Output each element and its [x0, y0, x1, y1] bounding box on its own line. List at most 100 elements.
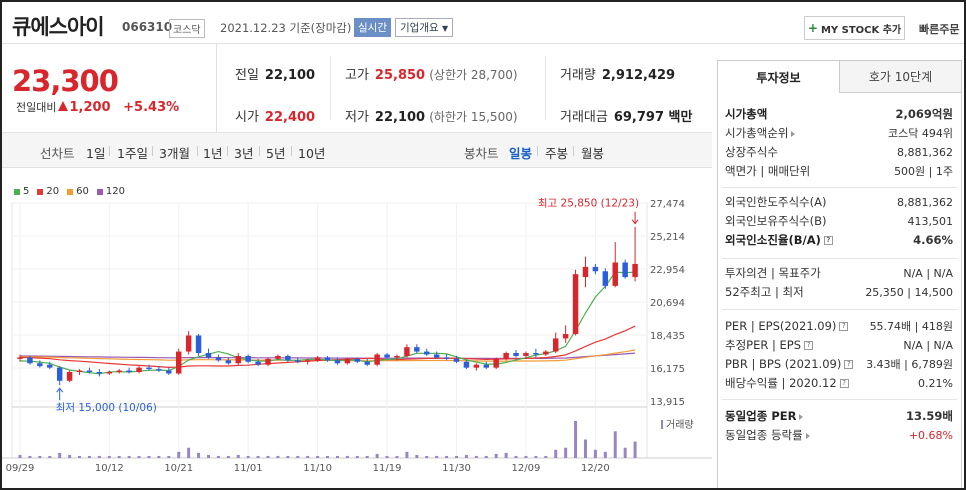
- volume-bar: [38, 455, 42, 458]
- tab-quote-10[interactable]: 호가 10단계: [840, 61, 961, 93]
- volume-bar: [266, 455, 270, 458]
- candle-body: [304, 360, 311, 362]
- help-icon[interactable]: ?: [844, 360, 854, 369]
- high-arrowhead-icon: [631, 219, 639, 225]
- period-3m[interactable]: 3개월: [159, 146, 190, 161]
- candle-body: [195, 335, 202, 354]
- volume-bar: [593, 449, 597, 458]
- volume-bar: [544, 455, 548, 458]
- info-row: 상장주식수 8,881,362: [725, 143, 953, 161]
- arrow-right-icon: [805, 432, 810, 439]
- add-mystock-label: MY STOCK 추가: [820, 24, 902, 36]
- candle-body: [215, 357, 222, 361]
- divider: [291, 146, 292, 156]
- candle-body: [443, 357, 450, 359]
- volume-bar: [117, 455, 121, 458]
- candle-body: [513, 353, 519, 356]
- volume-bar: [435, 455, 439, 458]
- candle-body: [225, 360, 232, 364]
- info-value: 3.43배 | 6,789원: [866, 358, 953, 371]
- upper-limit: (상한가 28,700): [429, 68, 518, 82]
- company-name[interactable]: 큐에스아이: [12, 15, 105, 39]
- candle-body: [56, 367, 63, 381]
- candle-body: [632, 263, 638, 278]
- stat-value: 22,400: [264, 110, 316, 125]
- help-icon[interactable]: ?: [823, 236, 833, 245]
- period-10y[interactable]: 10년: [298, 146, 326, 161]
- candle-body: [285, 355, 291, 361]
- period-1y[interactable]: 1년: [203, 146, 223, 161]
- info-row: 시가총액순위 코스닥 494위: [725, 124, 953, 142]
- period-1w[interactable]: 1주일: [117, 146, 148, 161]
- period-1d[interactable]: 1일: [86, 146, 106, 161]
- volume-legend-swatch: [661, 420, 663, 429]
- legend-ma20: 20: [37, 186, 59, 197]
- info-label[interactable]: 시가총액순위: [725, 125, 796, 141]
- volume-bar: [524, 455, 528, 458]
- tab-invest-info[interactable]: 투자정보: [718, 61, 840, 93]
- volume-bar: [345, 455, 349, 458]
- info-label[interactable]: 동일업종 PER: [725, 408, 804, 424]
- volume-bar: [335, 455, 339, 458]
- volume-bar: [127, 455, 131, 458]
- candle-body: [76, 370, 83, 373]
- info-value: N/A | N/A: [903, 266, 953, 280]
- info-label[interactable]: 외국인소진율(B/A)?: [725, 232, 833, 248]
- candle-body: [384, 354, 390, 358]
- info-label[interactable]: 추정PER | EPS?: [725, 337, 814, 353]
- info-row: 동일업종 등락률 +0.68%: [725, 426, 953, 444]
- stock-header: 큐에스아이 066310 코스닥 2021.12.23 기준(장마감) 실시간 …: [2, 2, 964, 44]
- candle-monthly[interactable]: 월봉: [581, 146, 605, 161]
- change-value: 1,200: [69, 100, 111, 115]
- info-label[interactable]: 배당수익률 | 2020.12?: [725, 375, 849, 391]
- info-value: 0.21%: [918, 376, 953, 390]
- add-mystock-button[interactable]: + MY STOCK 추가: [804, 16, 905, 40]
- period-3y[interactable]: 3년: [234, 146, 254, 161]
- quick-order-link[interactable]: 빠른주문: [919, 23, 960, 36]
- stat-value: 22,100: [374, 110, 426, 125]
- stat-open: 시가 22,400: [235, 106, 315, 125]
- volume-bar: [534, 455, 538, 458]
- candle-body: [27, 357, 33, 364]
- info-value: 413,501: [907, 214, 954, 228]
- realtime-button[interactable]: 실시간: [354, 18, 391, 37]
- info-label[interactable]: PER | EPS(2021.09)?: [725, 319, 849, 333]
- lower-limit: (하한가 15,500): [429, 110, 518, 124]
- y-tick-label: 16,175: [650, 364, 685, 375]
- candle-body: [622, 262, 628, 278]
- info-row: 외국인소진율(B/A)? 4.66%: [725, 231, 953, 249]
- volume-bar: [157, 455, 161, 458]
- x-tick-label: 11/10: [303, 463, 332, 474]
- candle-daily[interactable]: 일봉: [509, 146, 533, 161]
- volume-bar: [316, 455, 320, 458]
- candle-body: [612, 262, 618, 286]
- volume-bar: [167, 455, 171, 458]
- volume-bar: [58, 452, 62, 458]
- x-tick-label: 10/21: [164, 463, 193, 474]
- period-5y[interactable]: 5년: [266, 146, 286, 161]
- low-arrowhead-icon: [56, 387, 64, 393]
- volume-bar: [474, 455, 478, 458]
- x-tick-label: 09/29: [6, 463, 35, 474]
- volume-bar: [187, 447, 191, 458]
- divider: [227, 146, 228, 156]
- help-icon[interactable]: ?: [839, 379, 849, 388]
- info-label[interactable]: 동일업종 등락률: [725, 427, 810, 443]
- stat-label: 시가: [235, 110, 259, 125]
- candle-body: [483, 364, 489, 368]
- info-label[interactable]: PBR | BPS (2021.09)?: [725, 357, 854, 371]
- stat-label: 전일: [235, 68, 259, 83]
- y-tick-label: 25,214: [650, 232, 685, 243]
- company-info-dropdown[interactable]: 기업개요 ▼: [395, 18, 454, 37]
- candle-body: [533, 353, 539, 355]
- help-icon[interactable]: ?: [839, 322, 849, 331]
- stock-chart[interactable]: 5 20 60 120 09/29 10/12 10/21 11/01 11/10 11/…: [2, 168, 712, 488]
- volume-bar: [455, 455, 459, 458]
- help-icon[interactable]: ?: [804, 341, 814, 350]
- candle-weekly[interactable]: 주봉: [545, 146, 569, 161]
- reference-date: 2021.12.23 기준(장마감): [220, 21, 352, 35]
- info-value: 8,881,362: [897, 195, 953, 209]
- candle-body: [394, 355, 400, 358]
- line-chart-label[interactable]: 선차트: [40, 146, 75, 161]
- candle-chart-label[interactable]: 봉차트: [464, 146, 499, 161]
